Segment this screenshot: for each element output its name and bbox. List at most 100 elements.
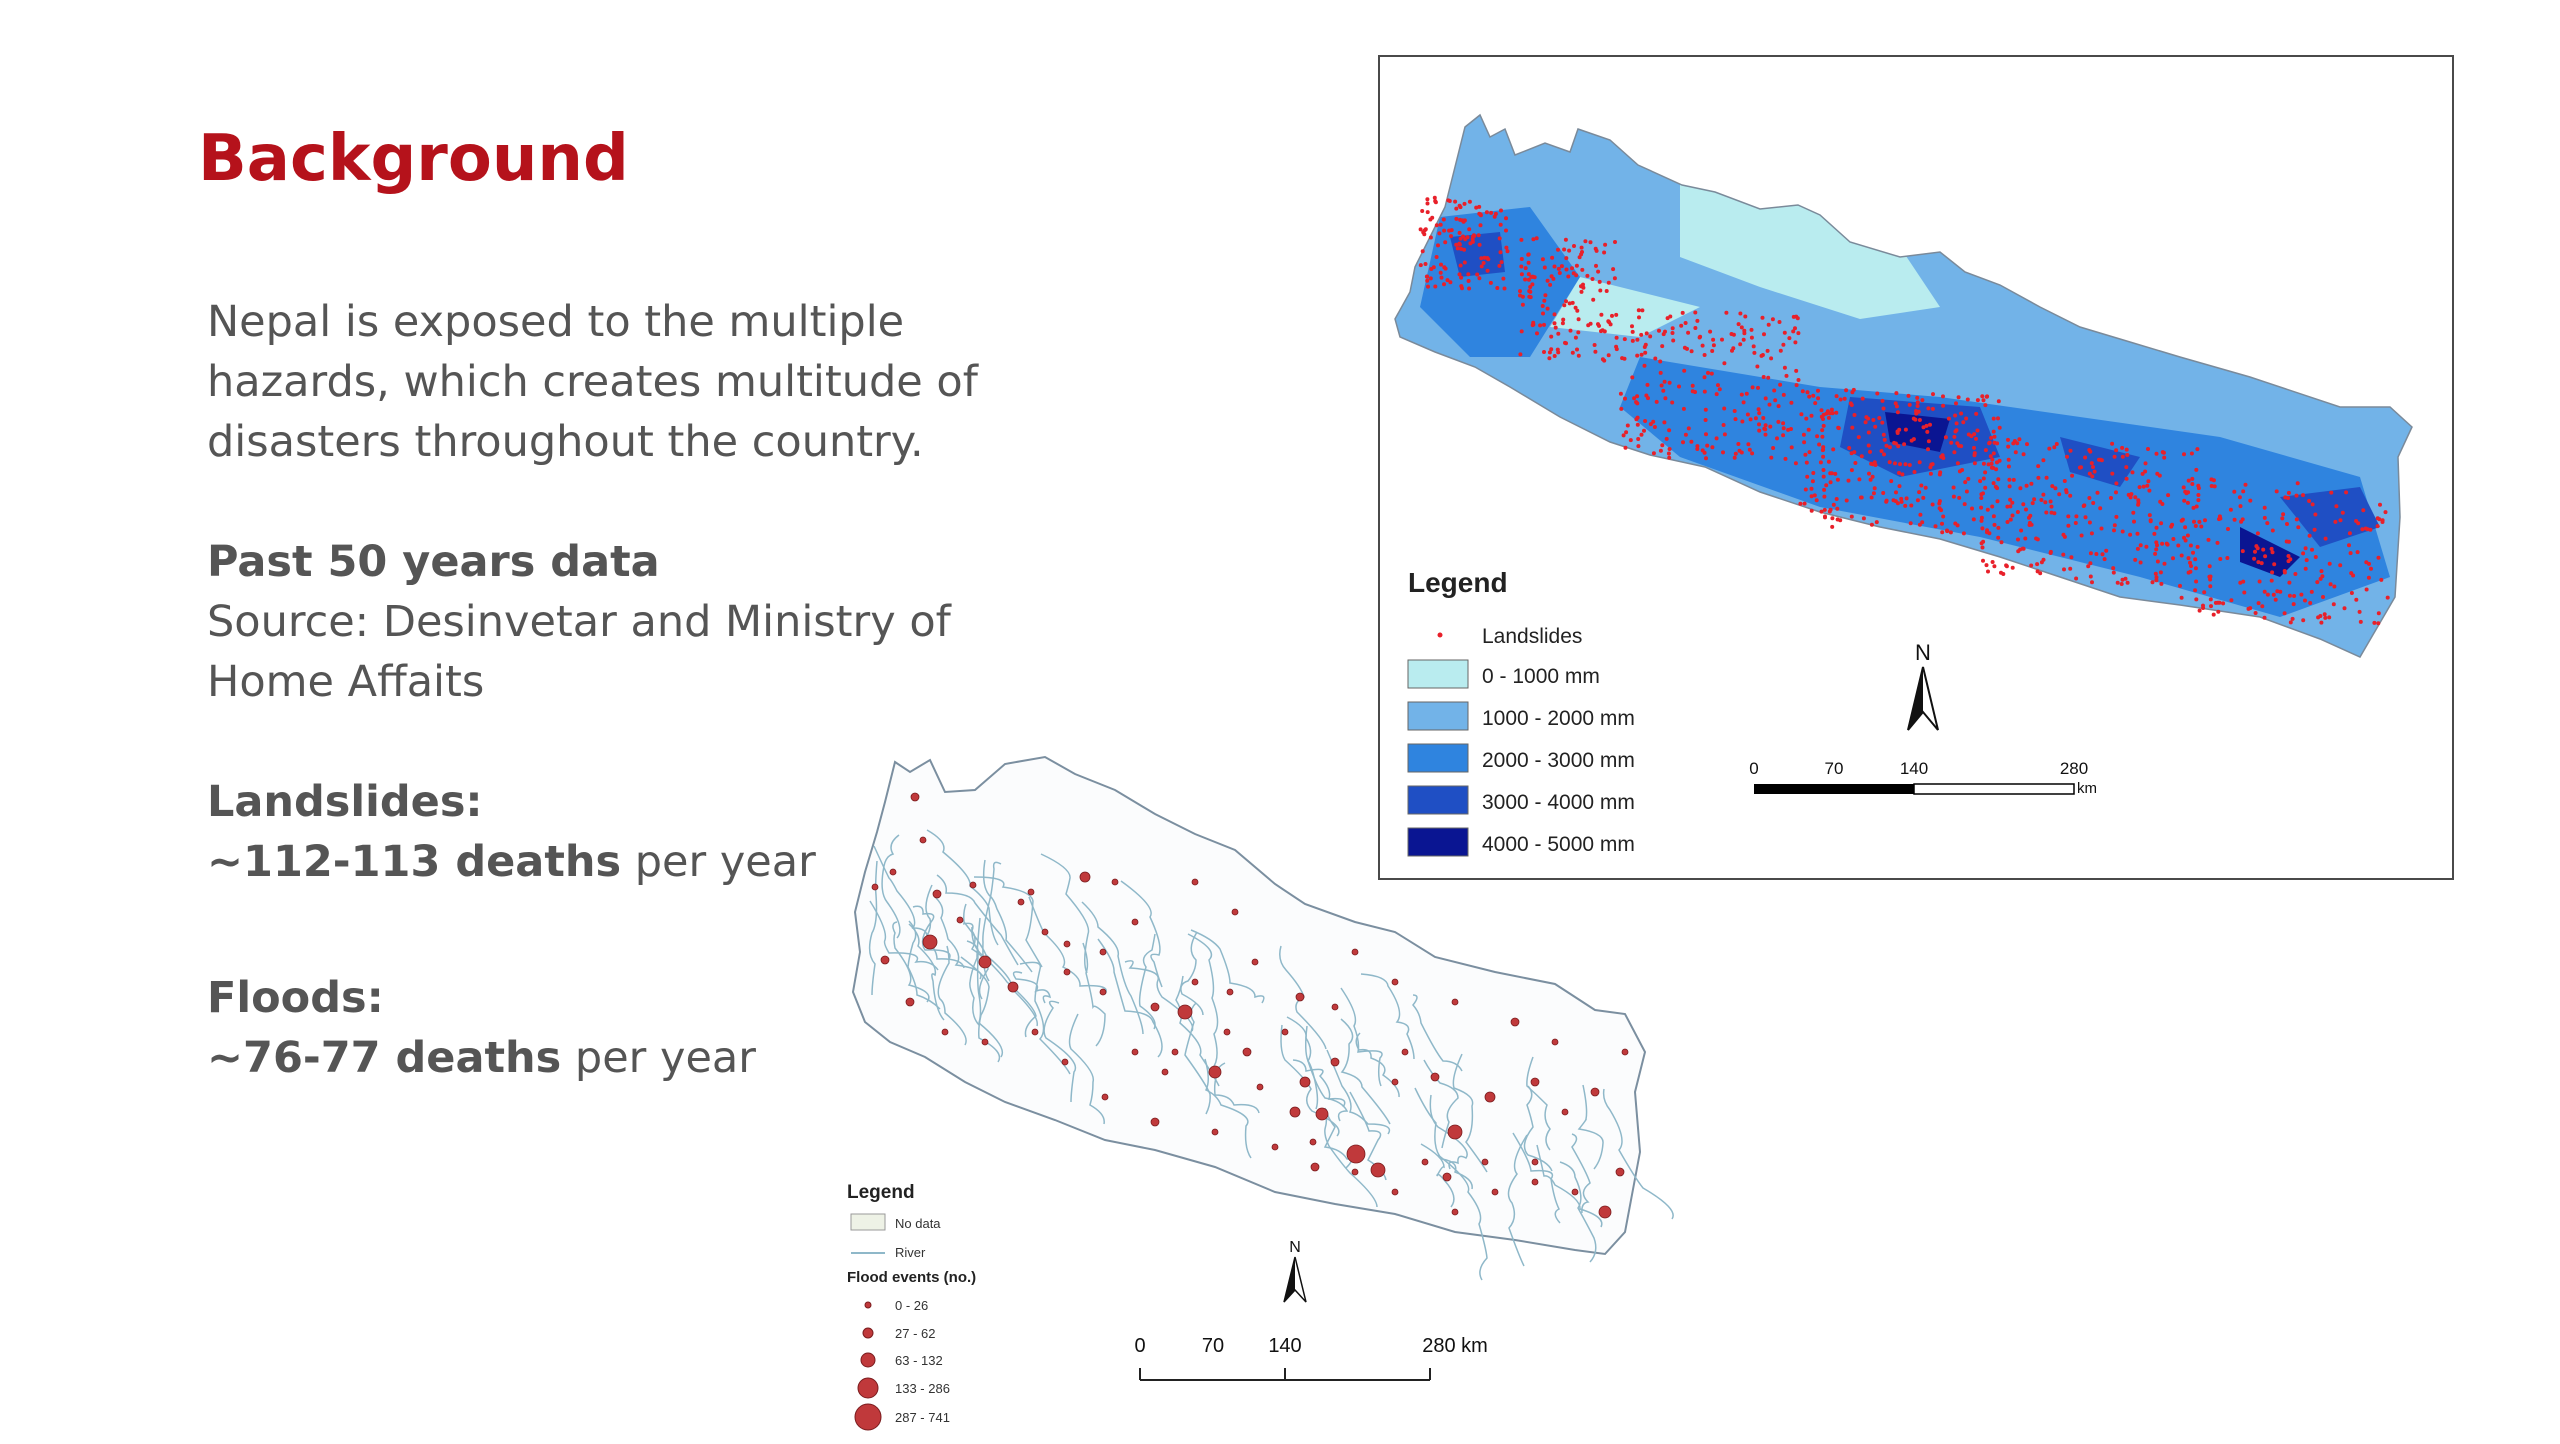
landslide-point [2027,515,2031,520]
landslide-point [1964,416,1969,421]
river-line [1429,1094,1468,1170]
landslide-point [1504,228,1508,233]
landslide-point [2054,442,2059,446]
landslide-point [1736,322,1741,327]
landslide-point [1829,407,1834,412]
landslide-point [1817,442,1822,447]
landslide-point [2112,454,2117,459]
landslide-point [1822,494,1827,499]
landslide-point [1915,404,1920,408]
landslide-point [2137,485,2142,490]
landslide-point [2024,507,2028,512]
landslide-point [1467,227,1472,232]
landslide-point [2179,595,2184,600]
landslide-point [1579,252,1584,257]
landslide-point [1943,435,1948,440]
landslide-point [1761,375,1766,379]
flood-class-label-2: 27 - 62 [895,1326,935,1341]
landslide-point [1815,434,1820,439]
landslide-point [1763,432,1768,437]
landslide-point [2310,547,2314,552]
landslide-point [1579,245,1584,250]
landslide-point [1721,450,1725,455]
landslide-point [2015,510,2020,514]
landslide-point [2041,492,2046,497]
landslide-point [1807,450,1812,455]
landslide-point [1917,490,1922,495]
landslide-point [1630,338,1635,343]
landslide-point [1606,353,1611,358]
landslide-point [2161,450,2166,455]
flood-north-arrow-fill [1284,1257,1295,1302]
landslide-point [2193,566,2198,571]
landslide-point [1418,227,1423,232]
landslide-point [1623,396,1627,401]
flood-event-point [1351,1168,1359,1176]
landslide-point [1543,293,1548,298]
landslides-suffix: per year [621,837,816,887]
landslide-point [2024,483,2029,488]
landslide-point [1919,483,1924,488]
landslide-point [1454,206,1459,211]
landslide-point [1526,252,1531,257]
landslide-point [1964,489,1969,494]
landslide-point [2301,618,2306,623]
landslide-point [1630,375,1635,380]
landslide-point [1953,521,1958,526]
landslide-point [2131,510,2136,515]
landslide-point [2036,475,2041,480]
landslide-point [1652,425,1657,429]
landslide-point [1979,492,1984,497]
landslide-point [1959,411,1964,416]
landslide-point [1821,454,1826,459]
landslide-point [1836,425,1841,430]
landslide-point [2372,620,2377,625]
landslide-point [1562,303,1567,308]
landslide-point [2144,544,2149,549]
flood-event-point [1401,1048,1409,1056]
landslide-point [1887,460,1892,465]
landslide-point [2327,561,2332,566]
landslide-point [1625,423,1630,428]
landslide-point [1827,509,1832,514]
landslide-point [1545,278,1550,283]
flood-event-point [1430,1072,1440,1082]
landslide-point [2321,595,2325,599]
river-line [1326,1049,1391,1135]
landslide-point [2299,592,2304,597]
landslide-point [1686,426,1691,431]
landslide-point [1635,394,1640,399]
landslide-point [1594,248,1599,253]
landslide-point [1574,263,1579,268]
landslide-point [1985,394,1990,399]
landslide-point [1501,276,1506,281]
landslide-point [1912,470,1917,474]
landslide-point [1794,368,1799,373]
landslide-point [1670,400,1675,405]
landslide-point [1552,321,1557,326]
landslide-point [1478,223,1483,228]
landslide-point [2005,504,2010,509]
landslide-point [1518,289,1522,294]
landslide-point [1604,289,1609,293]
landslide-point [1993,484,1998,489]
landslide-point [1818,460,1823,465]
landslides-value: ~112-113 deaths [207,837,622,887]
flood-event-point [919,836,927,844]
landslide-point [2098,457,2103,462]
landslide-point [1819,408,1824,413]
flood-event-point [1331,1003,1339,1011]
landslide-point [1614,335,1619,340]
landslide-point [1981,558,1985,563]
landslide-point [2148,519,2153,524]
landslide-point [2357,609,2362,614]
river-line [935,897,982,980]
landslide-point [1553,325,1558,330]
landslide-legend-title: Legend [1408,567,1508,598]
landslide-point [1492,214,1497,219]
landslide-point [1457,241,1462,246]
river-line [1507,1134,1528,1267]
landslide-point [2294,517,2299,522]
landslide-point [1581,282,1585,287]
landslide-point [1477,276,1482,281]
